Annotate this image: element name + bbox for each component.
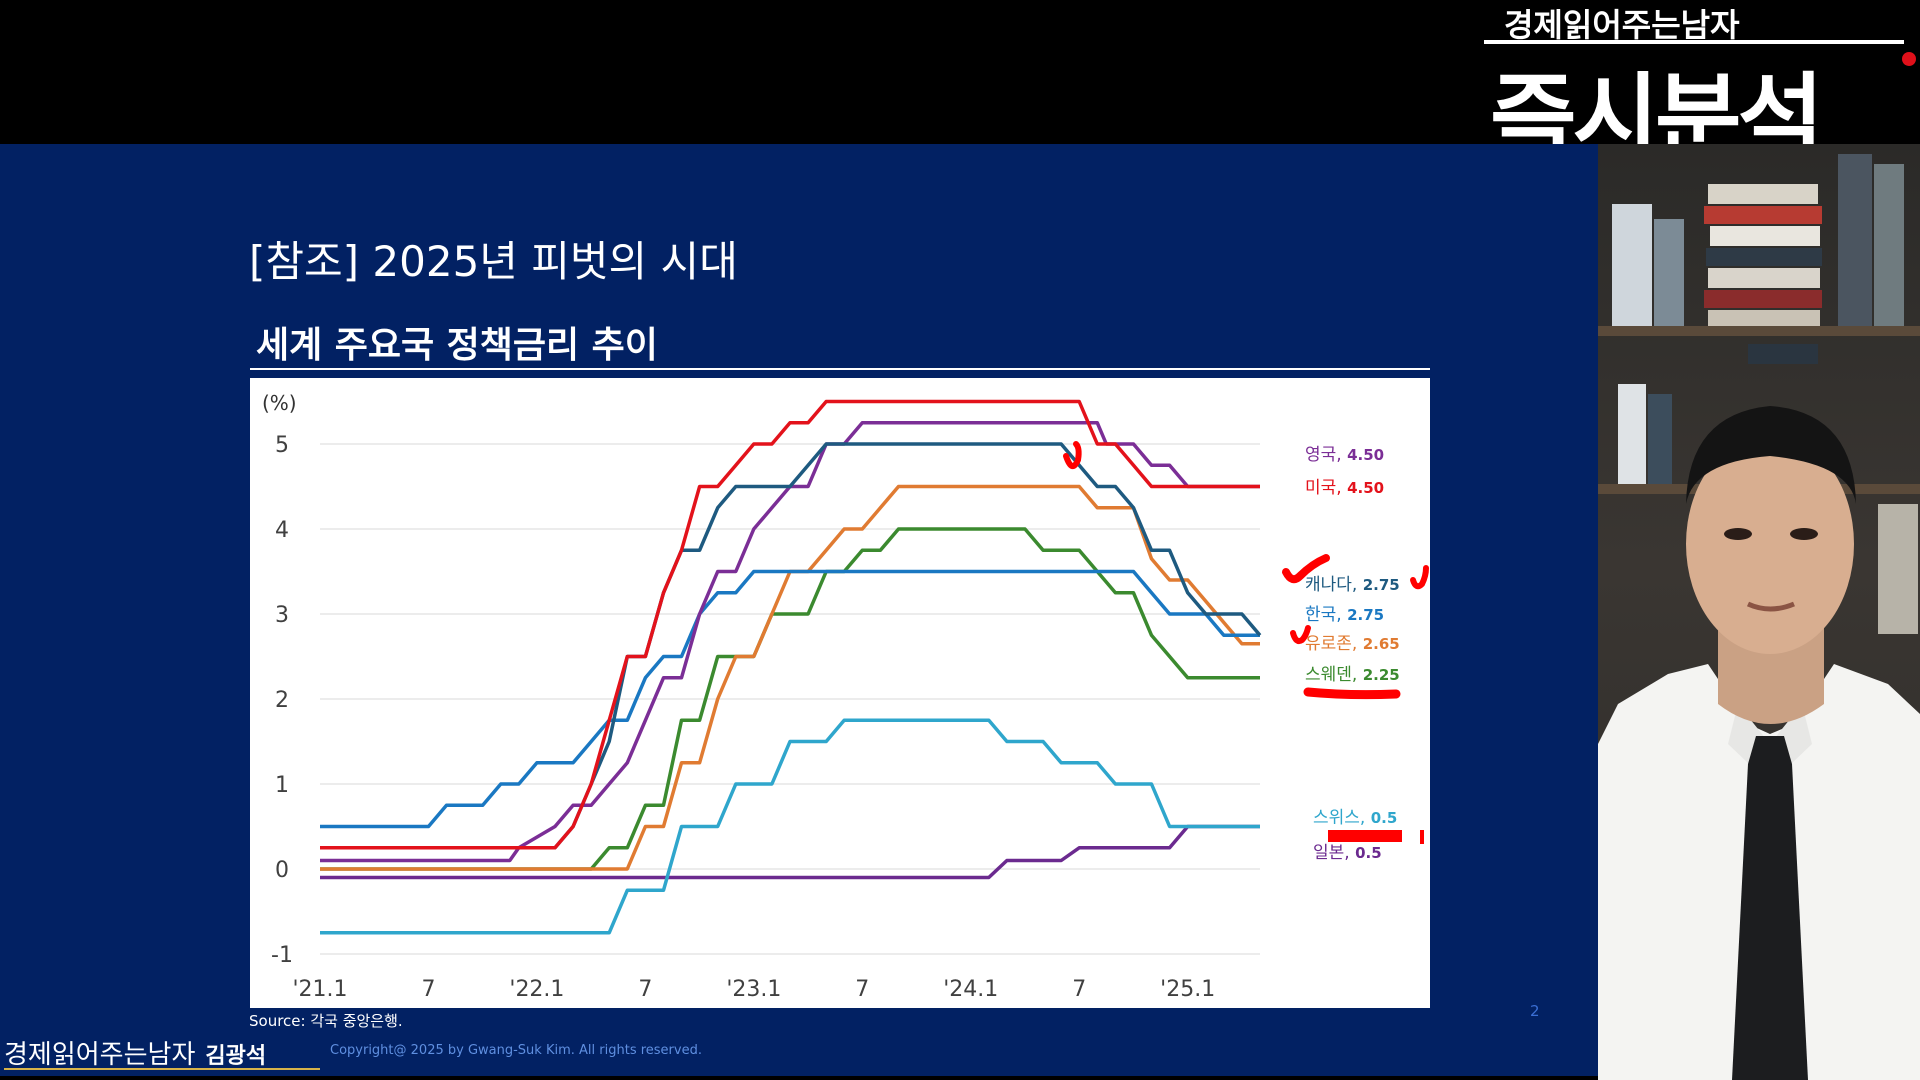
y-tick-label: 0 bbox=[275, 858, 289, 883]
y-axis-label: (%) bbox=[262, 391, 297, 415]
annotation-check-mark bbox=[1410, 565, 1429, 590]
copyright: Copyright@ 2025 by Gwang-Suk Kim. All ri… bbox=[330, 1043, 702, 1058]
chart-heading: 세계 주요국 정책금리 추이 bbox=[256, 325, 658, 366]
brand-rule bbox=[1484, 40, 1904, 44]
legend-label-japan: 일본, 0.5 bbox=[1313, 843, 1382, 863]
footer-author: 김광석 bbox=[205, 1044, 267, 1069]
book bbox=[1708, 268, 1820, 288]
legend-value-eurozone: 2.65 bbox=[1363, 635, 1400, 653]
book bbox=[1748, 344, 1818, 364]
legend-value-us: 4.50 bbox=[1347, 479, 1384, 497]
footer-logo-underline bbox=[4, 1068, 320, 1070]
book bbox=[1648, 394, 1672, 484]
chart-panel: (%) -1 0 1 2 3 4 5 '21.1 7 '22.1 7 '23.1 7 '24.1 7 '25.1… bbox=[250, 378, 1430, 1008]
book bbox=[1618, 384, 1646, 484]
book bbox=[1706, 248, 1822, 266]
x-tick-label: '24.1 bbox=[943, 977, 998, 1002]
book bbox=[1612, 204, 1652, 326]
book bbox=[1874, 164, 1904, 326]
series-line-swiss bbox=[320, 718, 1260, 935]
bookshelf-shelf bbox=[1598, 326, 1920, 336]
x-tick-label: '25.1 bbox=[1160, 977, 1215, 1002]
x-tick-label: '23.1 bbox=[726, 977, 781, 1002]
annotation-underline bbox=[1303, 687, 1401, 700]
legend-value-canada: 2.75 bbox=[1363, 576, 1400, 594]
source-note: Source: 각국 중앙은행. bbox=[249, 1012, 403, 1030]
x-tick-label: '22.1 bbox=[509, 977, 564, 1002]
annotation-check-mark bbox=[1290, 625, 1311, 645]
legend-name-eurozone: 유로존, bbox=[1305, 634, 1363, 654]
series-line-korea bbox=[320, 569, 1260, 829]
y-tick-label: 4 bbox=[275, 518, 289, 543]
book bbox=[1704, 206, 1822, 224]
legend-label-sweden: 스웨덴, 2.25 bbox=[1305, 665, 1400, 685]
book bbox=[1654, 219, 1684, 326]
y-tick-label: 5 bbox=[275, 433, 289, 458]
book bbox=[1704, 290, 1822, 308]
x-tick-label: 7 bbox=[1072, 977, 1086, 1002]
legend-name-us: 미국, bbox=[1305, 478, 1347, 498]
book bbox=[1708, 184, 1818, 204]
x-tick-label: '21.1 bbox=[292, 977, 347, 1002]
legend-name-sweden: 스웨덴, bbox=[1305, 665, 1363, 685]
y-tick-label: 1 bbox=[275, 773, 289, 798]
x-tick-label: 7 bbox=[855, 977, 869, 1002]
footer-logo: 경제읽어주는남자 김광석 bbox=[4, 1034, 267, 1070]
legend-name-uk: 영국, bbox=[1305, 445, 1347, 465]
series-line-eurozone bbox=[320, 484, 1260, 871]
webcam-presenter bbox=[1598, 144, 1920, 1080]
legend-name-korea: 한국, bbox=[1305, 605, 1347, 625]
slide-title: [참조] 2025년 피벗의 시대 bbox=[249, 237, 738, 286]
book bbox=[1838, 154, 1872, 326]
footer-logo-text: 경제읽어주는남자 bbox=[4, 1040, 196, 1070]
presenter-figure bbox=[1598, 406, 1920, 1080]
slide: [참조] 2025년 피벗의 시대 세계 주요국 정책금리 추이 (%) -1 0 1… bbox=[0, 144, 1598, 1076]
brand-small-text: 경제읽어주는남자 bbox=[1504, 6, 1740, 44]
legend-name-swiss: 스위스, bbox=[1313, 808, 1371, 828]
legend-label-canada: 캐나다, 2.75 bbox=[1305, 575, 1400, 595]
legend-label-us: 미국, 4.50 bbox=[1305, 478, 1384, 498]
book bbox=[1878, 504, 1918, 634]
legend-name-japan: 일본, bbox=[1313, 843, 1355, 863]
page-number: 2 bbox=[1530, 1002, 1540, 1020]
brand-logo: 경제읽어주는남자 즉시분석 bbox=[1484, 0, 1920, 173]
legend-name-canada: 캐나다, bbox=[1305, 575, 1363, 595]
brand-red-dot bbox=[1902, 52, 1916, 66]
annotation-check-mark bbox=[1282, 554, 1330, 584]
annotation-check-mark bbox=[1063, 441, 1082, 469]
y-tick-label: -1 bbox=[271, 943, 293, 968]
legend-value-korea: 2.75 bbox=[1347, 606, 1384, 624]
legend-value-japan: 0.5 bbox=[1355, 844, 1382, 862]
heading-rule bbox=[250, 368, 1430, 370]
series-line-us bbox=[320, 399, 1260, 850]
y-tick-label: 2 bbox=[275, 688, 289, 713]
legend-label-eurozone: 유로존, 2.65 bbox=[1305, 634, 1400, 654]
legend-label-korea: 한국, 2.75 bbox=[1305, 605, 1384, 625]
y-tick-label: 3 bbox=[275, 603, 289, 628]
series-line-canada bbox=[320, 442, 1262, 850]
book bbox=[1708, 310, 1820, 326]
series-line-japan bbox=[320, 824, 1260, 880]
legend-label-uk: 영국, 4.50 bbox=[1305, 445, 1384, 465]
legend-value-swiss: 0.5 bbox=[1371, 809, 1398, 827]
legend-label-swiss: 스위스, 0.5 bbox=[1313, 808, 1397, 828]
x-tick-label: 7 bbox=[421, 977, 435, 1002]
x-tick-label: 7 bbox=[638, 977, 652, 1002]
top-black-bar bbox=[0, 0, 1920, 144]
legend-value-sweden: 2.25 bbox=[1363, 666, 1400, 684]
policy-rate-chart: (%) -1 0 1 2 3 4 5 '21.1 7 '22.1 7 '23.1 7 '24.1 7 '25.1… bbox=[262, 391, 1429, 1002]
book bbox=[1710, 226, 1820, 246]
legend-value-uk: 4.50 bbox=[1347, 446, 1384, 464]
